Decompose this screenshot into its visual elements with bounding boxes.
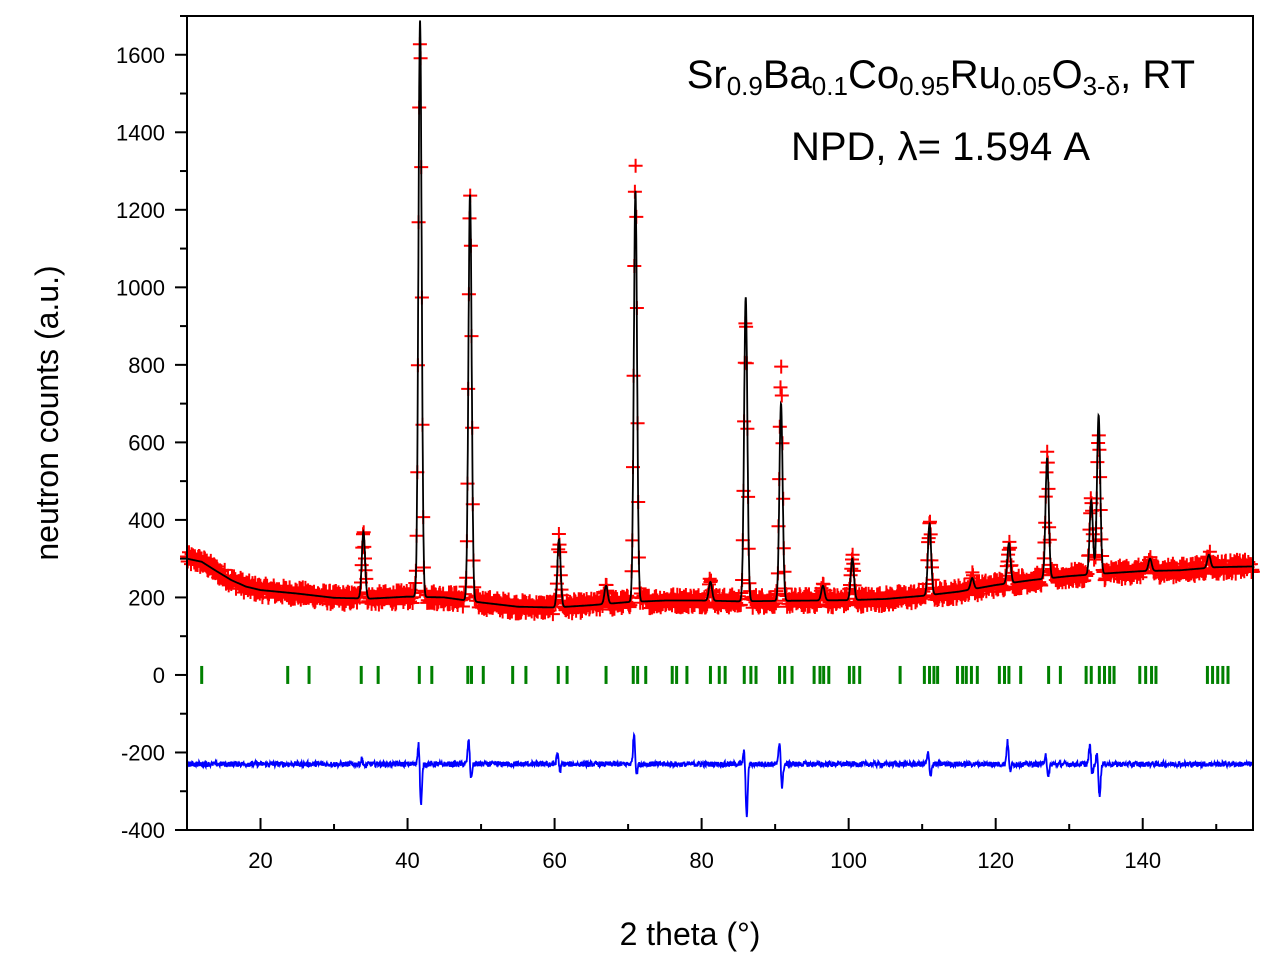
annotation-subscript: 0.05 (1001, 71, 1052, 101)
y-tick-label: 600 (128, 430, 165, 455)
y-tick-label: 1400 (116, 120, 165, 145)
axes-layer: 20 40 60 80 100 120 140 -400 -200 0 200 400 600 800 10… (116, 15, 1218, 873)
x-axis-title: 2 theta (°) (620, 916, 761, 952)
difference-series-line (186, 731, 1254, 818)
annotation-formula: Sr0.9Ba0.1Co0.95Ru0.05O3-δ, RT (687, 53, 1195, 101)
x-tick-label: 140 (1124, 848, 1161, 873)
y-tick-label: 800 (128, 353, 165, 378)
annotation-text: , RT (1120, 53, 1195, 97)
plot-frame (186, 15, 1254, 831)
x-tick-label: 80 (689, 848, 713, 873)
annotation-text: Ru (950, 53, 1001, 97)
y-tick-label: 200 (128, 585, 165, 610)
y-tick-label: 400 (128, 508, 165, 533)
annotation-subscript: 0.1 (812, 71, 848, 101)
annotation-measurement: NPD, λ= 1.594 A (791, 125, 1090, 169)
annotation-text: O (1051, 53, 1082, 97)
series-layer (180, 20, 1260, 818)
annotation-subscript: 0.95 (899, 71, 950, 101)
y-tick-label: -400 (121, 818, 165, 843)
calculated-series-line (186, 20, 1253, 609)
annotation-text: Co (848, 53, 899, 97)
annotation-text: Sr (687, 53, 727, 97)
y-tick-label: 1600 (116, 43, 165, 68)
x-tick-label: 60 (542, 848, 566, 873)
y-axis-title: neutron counts (a.u.) (29, 265, 65, 560)
x-tick-label: 120 (977, 848, 1014, 873)
x-tick-label: 40 (395, 848, 419, 873)
bragg-positions (200, 665, 1230, 684)
x-tick-label: 100 (830, 848, 867, 873)
annotation-subscript: 0.9 (727, 71, 763, 101)
y-tick-label: 1000 (116, 275, 165, 300)
y-tick-label: 1200 (116, 198, 165, 223)
y-tick-label: 0 (153, 663, 165, 688)
y-tick-label: -200 (121, 740, 165, 765)
annotation-text: Ba (763, 53, 813, 97)
annotation-subscript: 3-δ (1083, 71, 1121, 101)
tick-marks (175, 15, 1218, 831)
x-tick-label: 20 (248, 848, 272, 873)
